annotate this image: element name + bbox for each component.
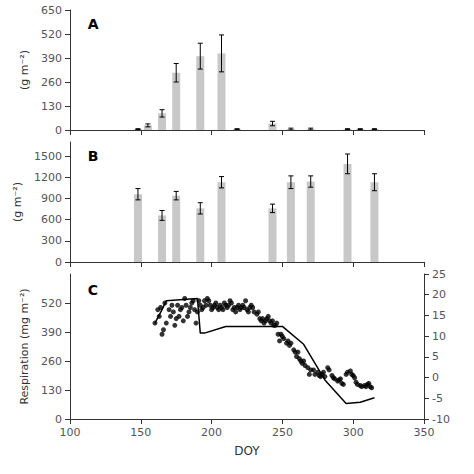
svg-text:A: A — [88, 16, 99, 32]
svg-text:DOY: DOY — [234, 444, 260, 458]
svg-text:250: 250 — [272, 426, 293, 439]
svg-text:390: 390 — [41, 52, 62, 65]
svg-text:260: 260 — [41, 355, 62, 368]
svg-text:200: 200 — [201, 426, 222, 439]
svg-text:520: 520 — [41, 28, 62, 41]
svg-text:600: 600 — [41, 213, 62, 226]
svg-text:0: 0 — [432, 371, 439, 384]
svg-text:900: 900 — [41, 192, 62, 205]
svg-text:(g m⁻²): (g m⁻²) — [18, 50, 31, 90]
svg-text:130: 130 — [41, 100, 62, 113]
svg-text:300: 300 — [343, 426, 364, 439]
svg-text:(g m⁻²): (g m⁻²) — [11, 182, 24, 222]
svg-text:0: 0 — [55, 256, 62, 269]
svg-text:650: 650 — [41, 4, 62, 17]
svg-text:1500: 1500 — [34, 150, 62, 163]
svg-text:150: 150 — [130, 426, 151, 439]
svg-text:100: 100 — [60, 426, 81, 439]
svg-text:-10: -10 — [432, 413, 450, 426]
svg-text:390: 390 — [41, 326, 62, 339]
svg-text:1200: 1200 — [34, 171, 62, 184]
svg-text:25: 25 — [432, 268, 446, 281]
svg-text:260: 260 — [41, 76, 62, 89]
svg-text:C: C — [88, 282, 98, 298]
svg-text:10: 10 — [432, 330, 446, 343]
svg-text:5: 5 — [432, 350, 439, 363]
svg-text:520: 520 — [41, 297, 62, 310]
svg-text:Respiration (mg m⁻²): Respiration (mg m⁻²) — [18, 288, 31, 404]
svg-text:300: 300 — [41, 234, 62, 247]
svg-text:350: 350 — [414, 426, 435, 439]
svg-text:B: B — [88, 148, 99, 164]
svg-text:0: 0 — [55, 124, 62, 137]
svg-text:-5: -5 — [432, 392, 443, 405]
svg-text:15: 15 — [432, 309, 446, 322]
svg-text:0: 0 — [55, 413, 62, 426]
svg-text:130: 130 — [41, 384, 62, 397]
svg-text:20: 20 — [432, 288, 446, 301]
